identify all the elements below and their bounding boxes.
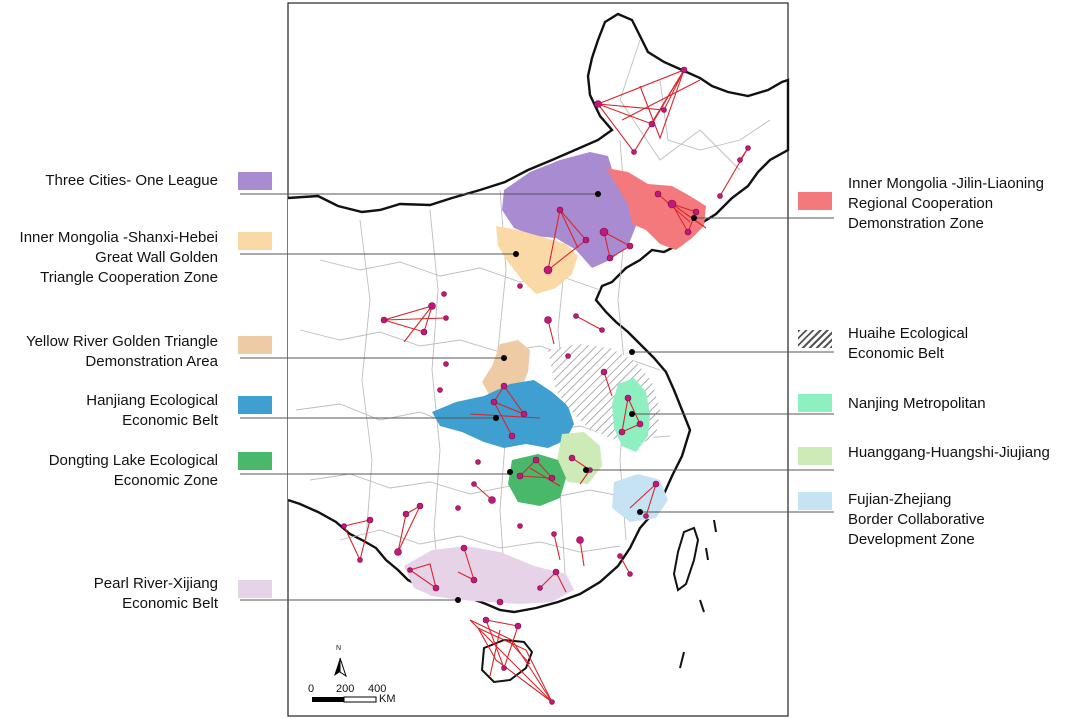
legend-left-three-cities: Three Cities- One League (45, 172, 218, 189)
legend-right-nanjing: Nanjing Metropolitan (848, 395, 986, 412)
legend-right-huanggang: Huanggang-Huangshi-Jiujiang (848, 444, 1050, 461)
scale-tick-400: 400 (368, 683, 387, 695)
leader-lines (240, 193, 834, 601)
city-nodes (341, 66, 751, 705)
swatch-huaihe (798, 330, 832, 348)
scale-tick-0: 0 (308, 683, 315, 695)
swatch-yellow-river (238, 336, 272, 354)
scale-bar (312, 696, 377, 703)
scale-tick-200: 200 (336, 683, 355, 695)
hainan-island (480, 638, 534, 684)
swatch-pearl-river (238, 580, 272, 598)
swatch-hanjiang (238, 396, 272, 414)
zone-center-markers (455, 191, 697, 603)
swatch-dongting (238, 452, 272, 470)
legend-left-dongting: Dongting Lake Ecological Economic Zone (48, 452, 218, 489)
zone-three-cities-one-league (502, 152, 636, 268)
zone-great-wall-golden-triangle (496, 226, 578, 294)
swatch-fujian-zhejiang (798, 492, 832, 510)
zone-pearl-river-xijiang (404, 546, 574, 604)
legend-right-fujian-zhejiang: Fujian-Zhejiang Border Collaborative Dev… (848, 491, 985, 548)
legend-left-yellow-river: Yellow River Golden Triangle Demonstrati… (25, 333, 218, 370)
legend-left-hanjiang: Hanjiang Ecological Economic Belt (86, 392, 218, 429)
legend-left-pearl-river: Pearl River-Xijiang Economic Belt (93, 575, 218, 612)
zone-dongting-lake-ecological (508, 454, 566, 506)
china-outline (287, 12, 790, 614)
swatch-nanjing (798, 394, 832, 412)
swatch-huanggang (798, 447, 832, 465)
legend-right-jilin-liaoning: Inner Mongolia -Jilin-Liaoning Regional … (848, 175, 1044, 232)
legend-right-huaihe: Huaihe Ecological Economic Belt (848, 325, 969, 362)
scale-unit: KM (379, 693, 396, 705)
swatch-great-wall (238, 232, 272, 250)
north-arrow-icon (334, 657, 347, 678)
zone-hanjiang-ecological (432, 380, 574, 448)
north-label: N (336, 645, 342, 652)
taiwan-island (672, 526, 700, 592)
swatch-three-cities (238, 172, 272, 190)
nine-dash-line (679, 519, 717, 669)
swatch-jilin-liaoning (798, 192, 832, 210)
cooperation-links (343, 68, 749, 703)
legend-left-great-wall: Inner Mongolia -Shanxi-Hebei Great Wall … (19, 229, 218, 286)
zone-inner-mongolia-jilin-liaoning (606, 168, 706, 250)
